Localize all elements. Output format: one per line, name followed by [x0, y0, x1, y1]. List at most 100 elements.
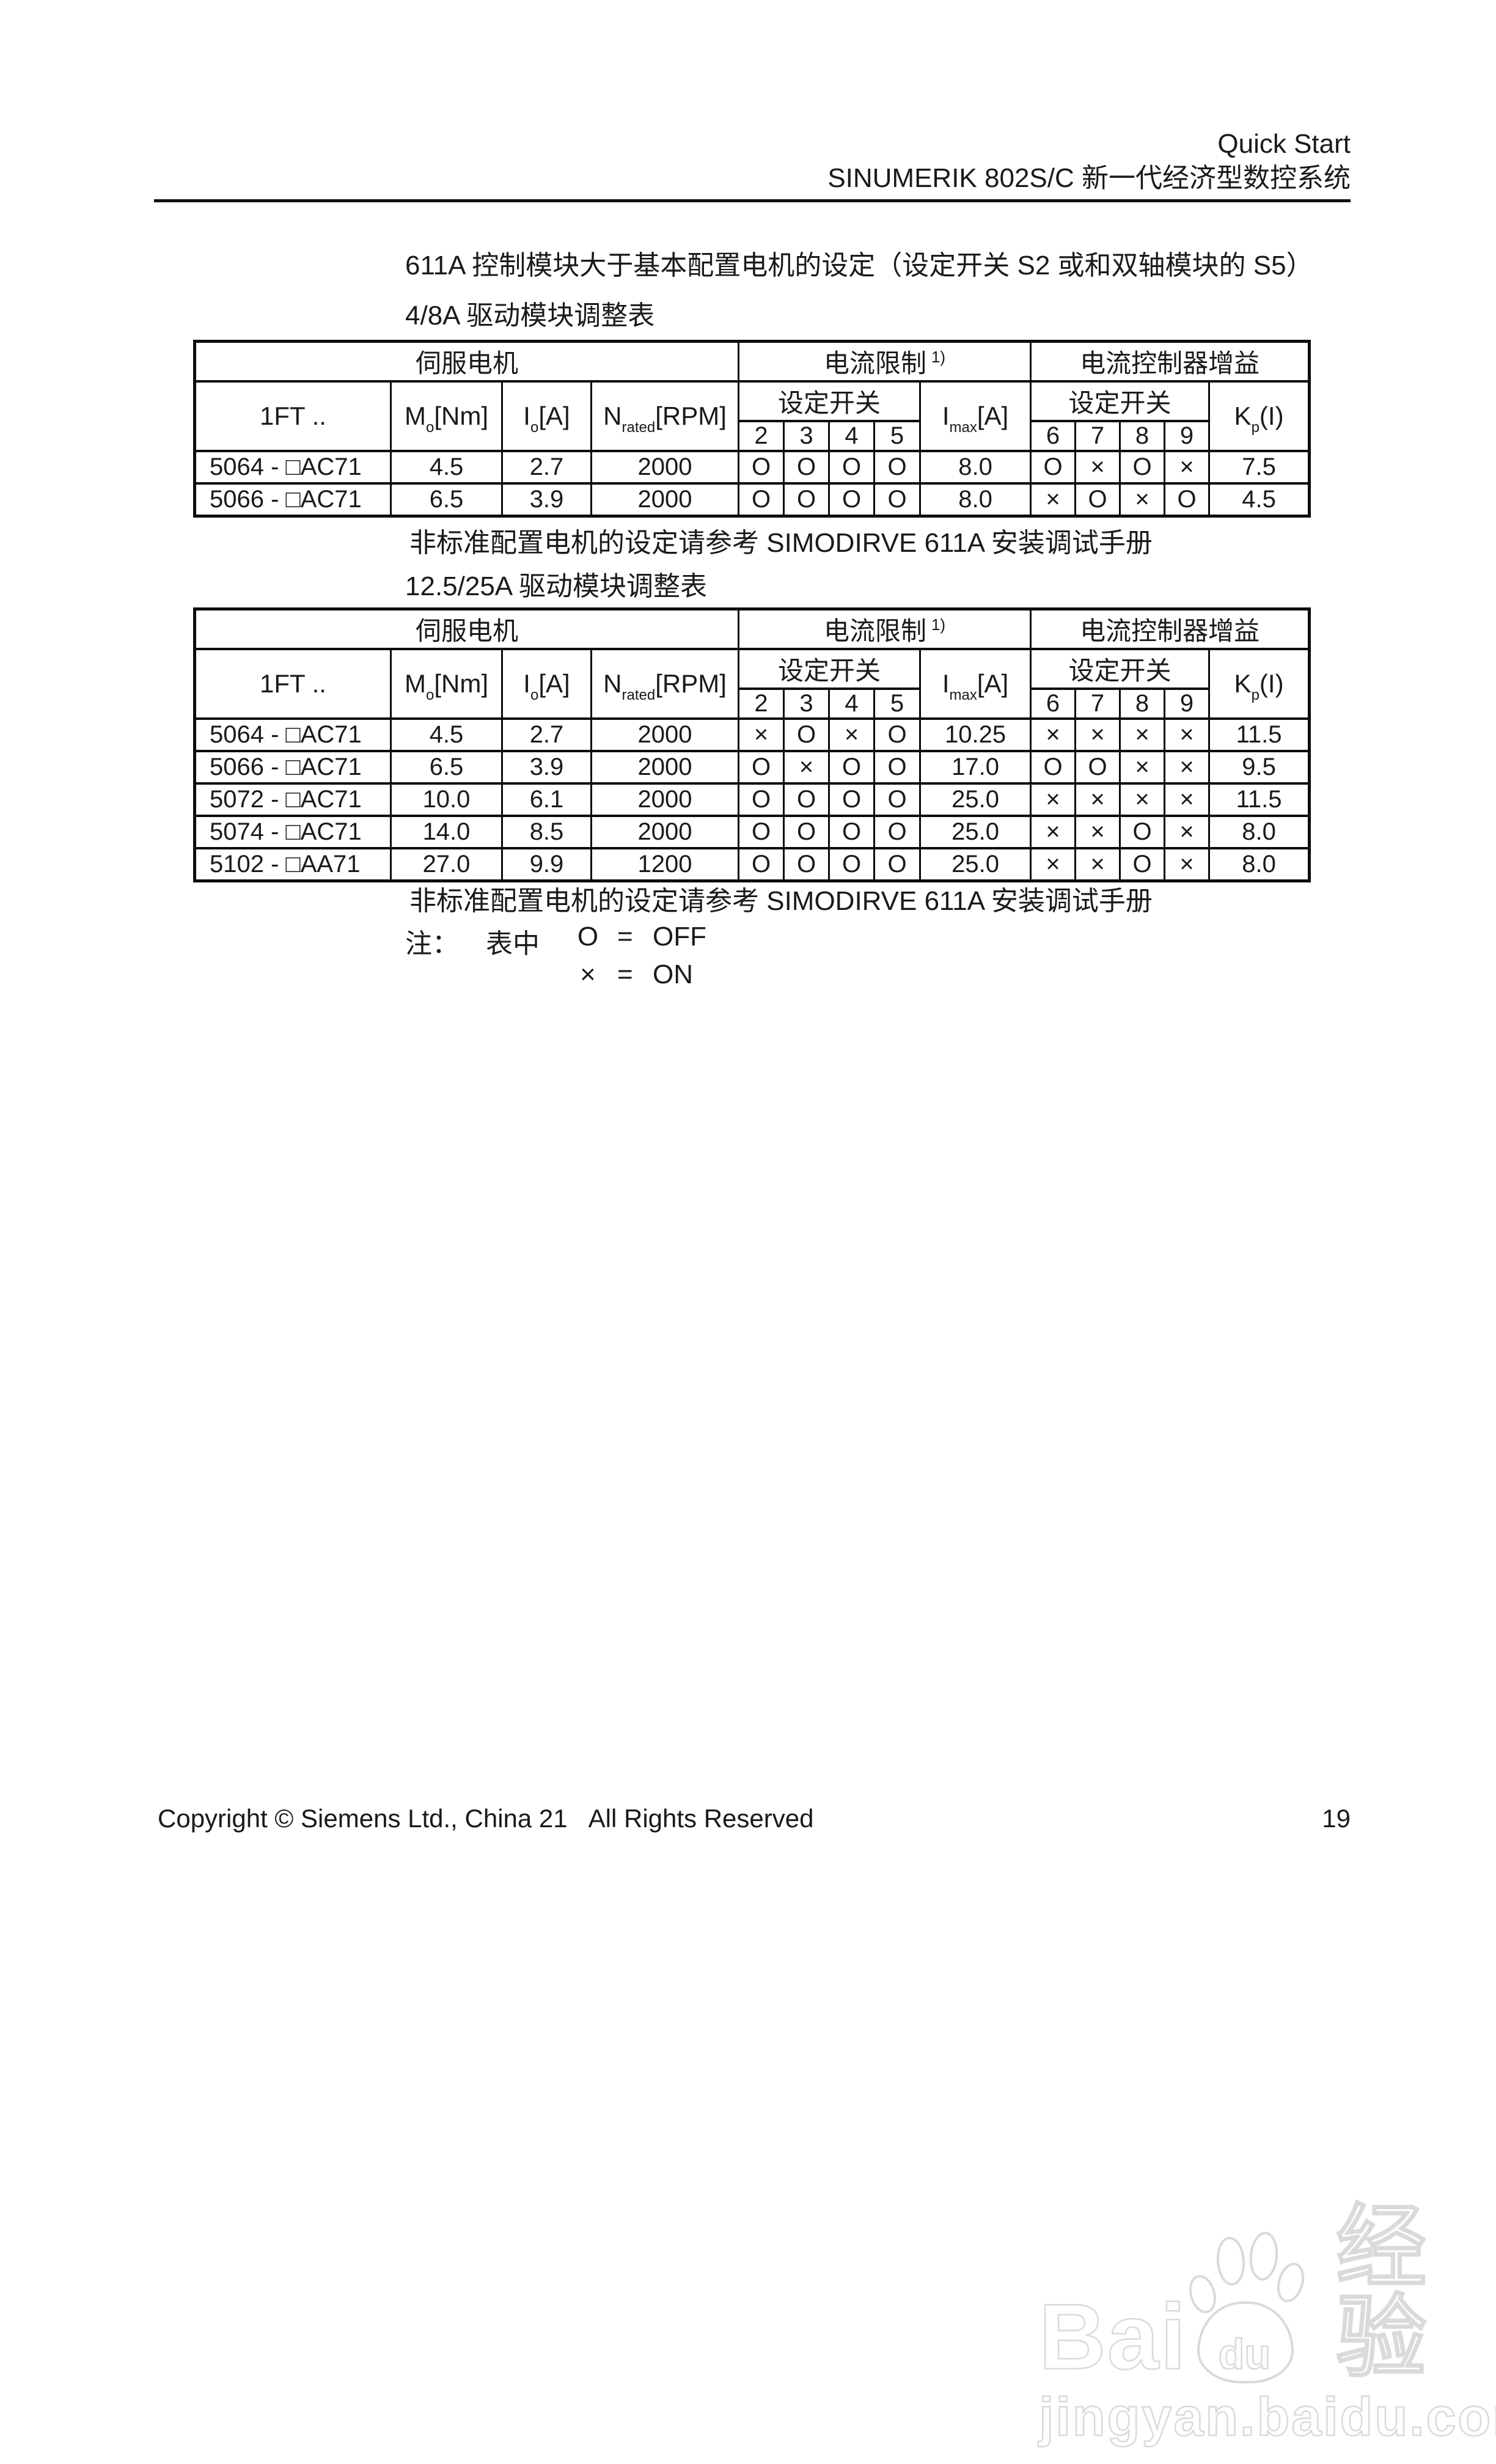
cell-switch-2: O: [738, 482, 785, 517]
group-header-row: 伺服电机 电流限制 1) 电流控制器增益: [193, 340, 1311, 383]
section-title: 611A 控制模块大于基本配置电机的设定（设定开关 S2 或和双轴模块的 S5）: [405, 251, 1313, 280]
cell-switch-7: O: [1074, 750, 1121, 785]
group-current-limit-label: 电流限制: [823, 617, 926, 645]
cell-nrated: 2000: [590, 750, 740, 785]
cell-nrated: 2000: [590, 815, 740, 849]
switch-2: 2: [738, 420, 785, 452]
group-current-controller-gain: 电流控制器增益: [1030, 340, 1311, 383]
table1-caption: 4/8A 驱动模块调整表: [405, 301, 655, 331]
sub-header-row: 1FT .. Mo[Nm] Io[A] Nrated[RPM] 设定开关 Ima…: [194, 380, 1311, 452]
col-header-io: Io[A]: [501, 380, 592, 452]
cell-switch-2: ×: [738, 717, 785, 752]
header-rule: [154, 199, 1351, 202]
cell-switch-8: ×: [1119, 750, 1166, 785]
col-header-model: 1FT ..: [194, 380, 392, 452]
cell-switch-5: O: [873, 782, 922, 817]
col-header-kp: Kp(I): [1208, 648, 1311, 720]
cell-switch-7: ×: [1074, 847, 1121, 882]
legend-on-value: ON: [653, 959, 693, 989]
col-header-mo: Mo[Nm]: [390, 648, 503, 720]
cell-kp: 8.0: [1208, 815, 1311, 849]
cell-motor-model: 5064 - □AC71: [194, 450, 392, 485]
table-row: 5064 - □AC71 4.5 2.7 2000 × O × O 10.25 …: [194, 717, 1311, 752]
cell-switch-4: O: [828, 782, 876, 817]
table-row: 5064 - □AC71 4.5 2.7 2000 O O O O 8.0 O …: [194, 450, 1311, 485]
switch-2: 2: [738, 688, 785, 720]
cell-switch-6: O: [1030, 450, 1077, 485]
watermark-bai-text: Bai: [1038, 2285, 1187, 2389]
footnote-marker: 1): [931, 615, 946, 634]
cell-switch-5: O: [873, 482, 922, 517]
cell-kp: 11.5: [1208, 717, 1311, 752]
setting-switch-left: 设定开关: [738, 380, 922, 422]
col-header-nrated: Nrated[RPM]: [590, 648, 740, 720]
sub-header-row: 1FT .. Mo[Nm] Io[A] Nrated[RPM] 设定开关 Ima…: [194, 648, 1311, 720]
page-number: 19: [1322, 1804, 1351, 1833]
cell-kp: 7.5: [1208, 450, 1311, 485]
cell-motor-model: 5066 - □AC71: [194, 482, 392, 517]
cell-io: 2.7: [501, 717, 592, 752]
table-row: 5066 - □AC71 6.5 3.9 2000 O × O O 17.0 O…: [194, 750, 1311, 785]
cell-switch-9: O: [1164, 482, 1211, 517]
cell-kp: 11.5: [1208, 782, 1311, 817]
cell-switch-3: O: [783, 482, 831, 517]
footnote-marker: 1): [931, 348, 946, 366]
cell-switch-7: O: [1074, 482, 1121, 517]
switch-7: 7: [1074, 420, 1121, 452]
footer-copyright-text: Copyright © Siemens Ltd., China 21: [158, 1804, 568, 1833]
table1-body: 5064 - □AC71 4.5 2.7 2000 O O O O 8.0 O …: [194, 450, 1311, 517]
cell-io: 2.7: [501, 450, 592, 485]
legend-on-equals: =: [617, 959, 633, 989]
cell-imax: 8.0: [919, 482, 1032, 517]
legend-on-symbol: ×: [580, 959, 596, 989]
legend-off-symbol: O: [577, 922, 599, 952]
cell-switch-6: ×: [1030, 717, 1077, 752]
drive-module-table-12-5-25a: 伺服电机 电流限制 1) 电流控制器增益 1FT .. Mo[Nm] Io[A] …: [193, 607, 1311, 882]
cell-nrated: 2000: [590, 782, 740, 817]
cell-switch-5: O: [873, 750, 922, 785]
cell-switch-5: O: [873, 815, 922, 849]
cell-motor-model: 5072 - □AC71: [194, 782, 392, 817]
legend-label: 注：: [405, 929, 459, 959]
cell-switch-4: O: [828, 450, 876, 485]
setting-switch-left: 设定开关: [738, 648, 922, 690]
col-header-nrated: Nrated[RPM]: [590, 380, 740, 452]
cell-kp: 4.5: [1208, 482, 1311, 517]
cell-mo: 4.5: [390, 450, 503, 485]
cell-switch-8: O: [1119, 847, 1166, 882]
group-current-controller-gain: 电流控制器增益: [1030, 607, 1311, 650]
cell-switch-9: ×: [1164, 450, 1211, 485]
cell-switch-8: O: [1119, 815, 1166, 849]
footer-copyright: Copyright © Siemens Ltd., China 21 All Ri…: [158, 1804, 813, 1833]
cell-switch-7: ×: [1074, 717, 1121, 752]
switch-4: 4: [828, 420, 876, 452]
cell-switch-6: O: [1030, 750, 1077, 785]
cell-motor-model: 5064 - □AC71: [194, 717, 392, 752]
cell-switch-2: O: [738, 815, 785, 849]
cell-switch-3: ×: [783, 750, 831, 785]
cell-switch-5: O: [873, 717, 922, 752]
group-servo-motor: 伺服电机: [193, 607, 740, 650]
cell-imax: 10.25: [919, 717, 1032, 752]
cell-switch-9: ×: [1164, 847, 1211, 882]
cell-imax: 25.0: [919, 847, 1032, 882]
cell-mo: 10.0: [390, 782, 503, 817]
switch-7: 7: [1074, 688, 1121, 720]
switch-4: 4: [828, 688, 876, 720]
switch-8: 8: [1119, 688, 1166, 720]
cell-switch-4: O: [828, 847, 876, 882]
table2-body: 5064 - □AC71 4.5 2.7 2000 × O × O 10.25 …: [194, 717, 1311, 882]
switch-3: 3: [783, 688, 831, 720]
cell-imax: 8.0: [919, 450, 1032, 485]
cell-kp: 8.0: [1208, 847, 1311, 882]
cell-switch-7: ×: [1074, 450, 1121, 485]
group-current-limit: 电流限制 1): [738, 340, 1032, 383]
footer-rights-text: All Rights Reserved: [588, 1804, 814, 1833]
group-header-row: 伺服电机 电流限制 1) 电流控制器增益: [193, 607, 1311, 650]
cell-nrated: 2000: [590, 450, 740, 485]
cell-motor-model: 5102 - □AA71: [194, 847, 392, 882]
note-after-table2: 非标准配置电机的设定请参考 SIMODIRVE 611A 安装调试手册: [409, 886, 1153, 916]
cell-mo: 4.5: [390, 717, 503, 752]
cell-imax: 25.0: [919, 815, 1032, 849]
